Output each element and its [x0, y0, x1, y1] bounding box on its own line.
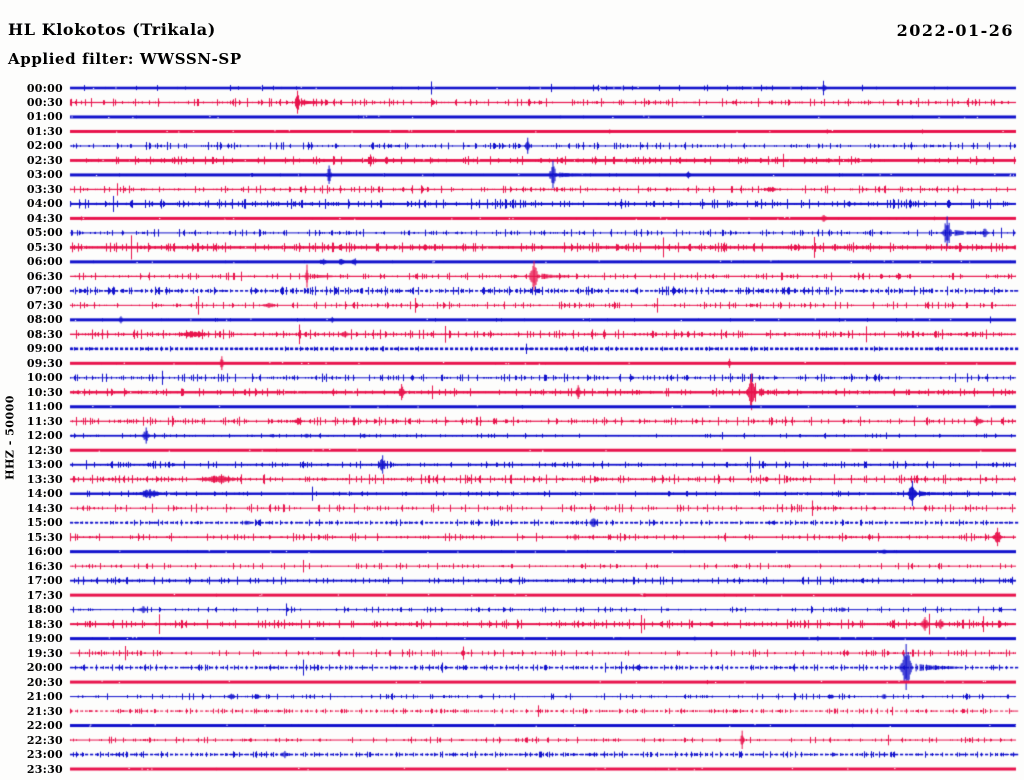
seismogram-traces [0, 0, 1024, 780]
helicorder-page: HL Klokotos (Trikala) 2022-01-26 Applied… [0, 0, 1024, 780]
